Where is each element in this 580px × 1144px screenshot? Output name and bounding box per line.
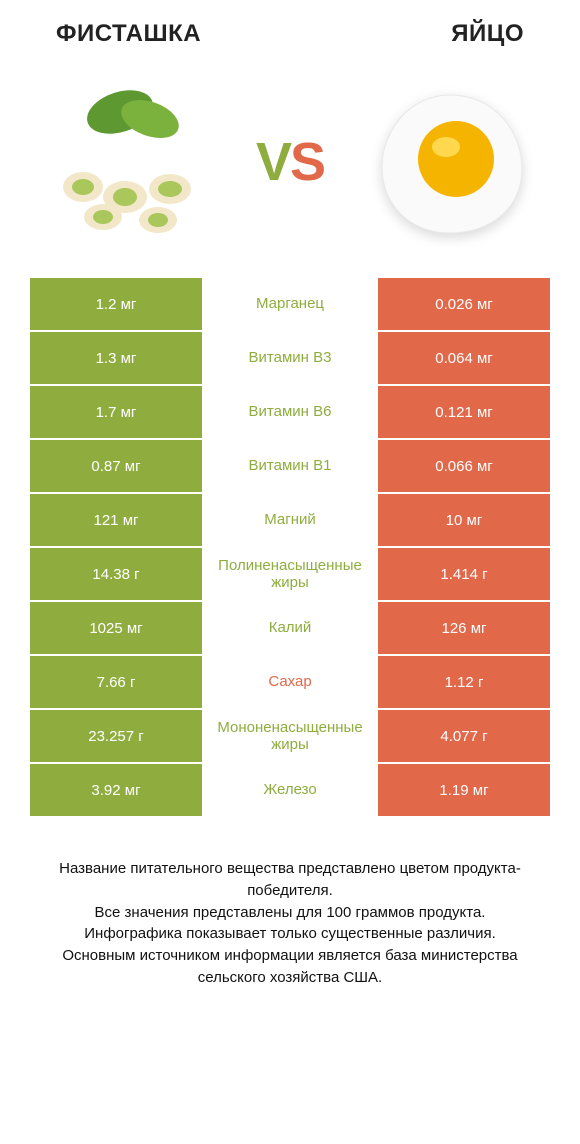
right-value: 0.064 мг bbox=[378, 332, 550, 384]
left-value: 7.66 г bbox=[30, 656, 202, 708]
right-value: 0.066 мг bbox=[378, 440, 550, 492]
nutrient-label: Марганец bbox=[202, 278, 378, 330]
header: ФИСТАШКА ЯЙЦО bbox=[0, 0, 580, 58]
egg-icon bbox=[360, 77, 540, 247]
nutrient-label: Железо bbox=[202, 764, 378, 816]
table-row: 14.38 гПолиненасыщенные жиры1.414 г bbox=[30, 548, 550, 600]
right-value: 10 мг bbox=[378, 494, 550, 546]
vs-badge: VS bbox=[256, 131, 324, 193]
left-value: 14.38 г bbox=[30, 548, 202, 600]
table-row: 7.66 гСахар1.12 г bbox=[30, 656, 550, 708]
table-row: 0.87 мгВитамин B10.066 мг bbox=[30, 440, 550, 492]
left-value: 121 мг bbox=[30, 494, 202, 546]
table-row: 1.7 мгВитамин B60.121 мг bbox=[30, 386, 550, 438]
nutrient-label: Витамин B1 bbox=[202, 440, 378, 492]
pistachio-icon bbox=[40, 77, 220, 247]
left-value: 1.3 мг bbox=[30, 332, 202, 384]
vs-s-letter: S bbox=[290, 131, 324, 193]
nutrient-label: Витамин B3 bbox=[202, 332, 378, 384]
nutrient-label: Калий bbox=[202, 602, 378, 654]
left-value: 0.87 мг bbox=[30, 440, 202, 492]
right-value: 4.077 г bbox=[378, 710, 550, 762]
right-value: 0.121 мг bbox=[378, 386, 550, 438]
left-value: 3.92 мг bbox=[30, 764, 202, 816]
vs-v-letter: V bbox=[256, 131, 290, 193]
nutrient-label: Магний bbox=[202, 494, 378, 546]
right-value: 126 мг bbox=[378, 602, 550, 654]
comparison-table: 1.2 мгМарганец0.026 мг1.3 мгВитамин B30.… bbox=[0, 278, 580, 816]
nutrient-label: Полиненасыщенные жиры bbox=[202, 548, 378, 600]
left-value: 1.2 мг bbox=[30, 278, 202, 330]
right-value: 1.414 г bbox=[378, 548, 550, 600]
table-row: 1.2 мгМарганец0.026 мг bbox=[30, 278, 550, 330]
images-row: VS bbox=[0, 58, 580, 278]
left-value: 1.7 мг bbox=[30, 386, 202, 438]
table-row: 121 мгМагний10 мг bbox=[30, 494, 550, 546]
nutrient-label: Витамин B6 bbox=[202, 386, 378, 438]
right-value: 1.12 г bbox=[378, 656, 550, 708]
left-value: 1025 мг bbox=[30, 602, 202, 654]
right-value: 0.026 мг bbox=[378, 278, 550, 330]
table-row: 3.92 мгЖелезо1.19 мг bbox=[30, 764, 550, 816]
left-value: 23.257 г bbox=[30, 710, 202, 762]
footnote: Название питательного вещества представл… bbox=[0, 818, 580, 989]
nutrient-label: Мононенасыщенные жиры bbox=[202, 710, 378, 762]
table-row: 23.257 гМононенасыщенные жиры4.077 г bbox=[30, 710, 550, 762]
right-value: 1.19 мг bbox=[378, 764, 550, 816]
table-row: 1025 мгКалий126 мг bbox=[30, 602, 550, 654]
left-food-title: ФИСТАШКА bbox=[56, 20, 201, 48]
right-food-title: ЯЙЦО bbox=[451, 20, 524, 48]
nutrient-label: Сахар bbox=[202, 656, 378, 708]
table-row: 1.3 мгВитамин B30.064 мг bbox=[30, 332, 550, 384]
